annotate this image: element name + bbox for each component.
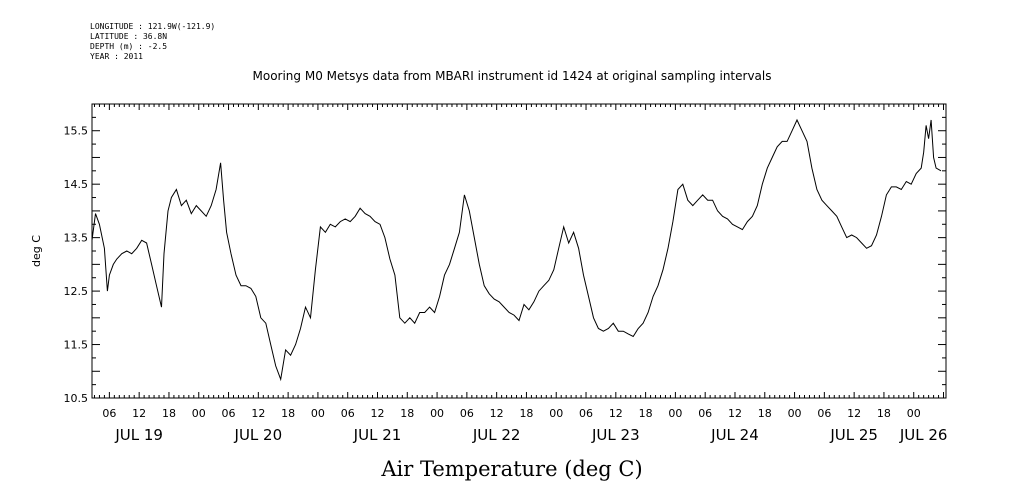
x-axis-title: Air Temperature (deg C) [380, 457, 642, 481]
x-day-label: JUL 21 [353, 426, 402, 444]
location-metadata: LONGITUDE : 121.9W(-121.9) LATITUDE : 36… [90, 22, 215, 62]
depth-text: DEPTH (m) : -2.5 [90, 42, 168, 51]
y-tick-label: 10.5 [64, 392, 89, 405]
x-day-labels: JUL 19 JUL 20 JUL 21 JUL 22 JUL 23 JUL 24 JUL … [114, 426, 947, 444]
x-tick-label: 06 [460, 407, 474, 420]
x-tick-label: 18 [162, 407, 176, 420]
year-text: YEAR : 2011 [90, 52, 143, 61]
x-tick-label: 12 [251, 407, 265, 420]
y-tick-label: 14.5 [64, 178, 89, 191]
x-tick-labels: 06 12 18 00 06 12 18 00 06 12 18 00 06 12 18 00 06 12 18 00… [102, 407, 920, 420]
x-tick-label: 00 [668, 407, 682, 420]
x-day-label: JUL 25 [829, 426, 878, 444]
x-tick-label: 00 [430, 407, 444, 420]
x-tick-label: 06 [102, 407, 116, 420]
longitude-text: LONGITUDE : 121.9W(-121.9) [90, 22, 216, 31]
x-day-label: JUL 24 [710, 426, 759, 444]
x-tick-label: 18 [281, 407, 295, 420]
x-day-label: JUL 23 [591, 426, 640, 444]
x-tick-label: 00 [907, 407, 921, 420]
x-tick-label: 12 [490, 407, 504, 420]
x-tick-label: 18 [639, 407, 653, 420]
x-tick-label: 06 [817, 407, 831, 420]
x-tick-label: 12 [609, 407, 623, 420]
latitude-text: LATITUDE : 36.8N [90, 32, 168, 41]
x-day-label: JUL 20 [234, 426, 283, 444]
axis-ticks [92, 103, 946, 399]
x-tick-label: 18 [400, 407, 414, 420]
x-tick-label: 00 [192, 407, 206, 420]
x-tick-label: 12 [847, 407, 861, 420]
x-day-label: JUL 19 [114, 426, 163, 444]
x-tick-label: 06 [222, 407, 236, 420]
y-tick-labels: 10.5 11.5 12.5 13.5 14.5 15.5 [64, 125, 89, 405]
x-tick-label: 12 [728, 407, 742, 420]
plot-frame [91, 103, 947, 399]
x-day-label: JUL 22 [472, 426, 521, 444]
x-tick-label: 12 [132, 407, 146, 420]
y-tick-label: 12.5 [64, 285, 89, 298]
x-tick-label: 00 [311, 407, 325, 420]
x-tick-label: 18 [877, 407, 891, 420]
x-tick-label: 06 [341, 407, 355, 420]
chart-title: Mooring M0 Metsys data from MBARI instru… [253, 69, 772, 83]
x-tick-label: 18 [519, 407, 533, 420]
x-tick-label: 00 [788, 407, 802, 420]
series-line [91, 118, 942, 382]
x-tick-label: 06 [579, 407, 593, 420]
x-tick-label: 12 [370, 407, 384, 420]
x-tick-label: 06 [698, 407, 712, 420]
y-tick-label: 15.5 [64, 125, 89, 138]
x-day-label: JUL 26 [899, 426, 948, 444]
y-axis-label: deg C [30, 235, 43, 267]
x-tick-label: 00 [549, 407, 563, 420]
x-tick-label: 18 [758, 407, 772, 420]
y-tick-label: 11.5 [64, 339, 89, 352]
y-tick-label: 13.5 [64, 232, 89, 245]
